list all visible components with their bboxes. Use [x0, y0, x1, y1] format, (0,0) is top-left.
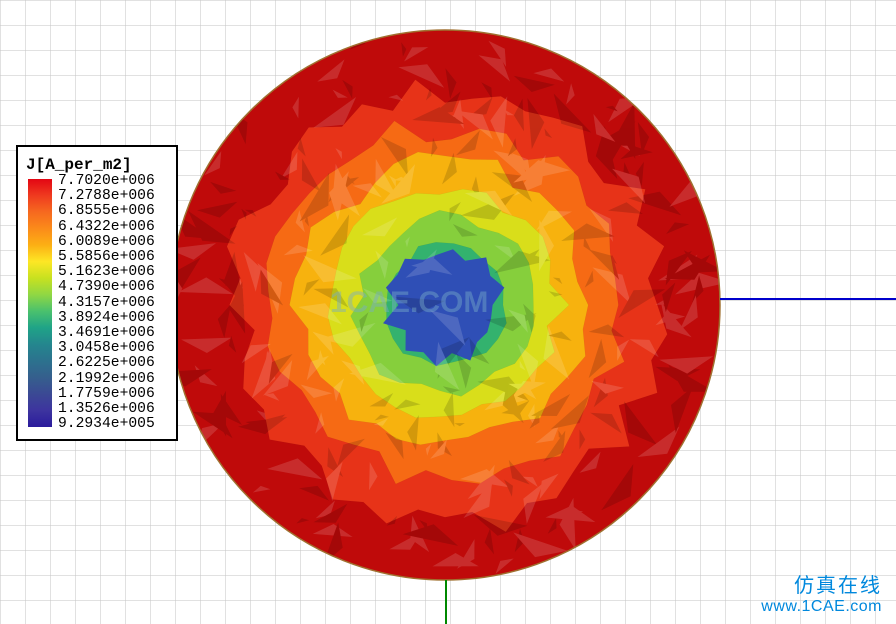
legend-tick: 6.0089e+006 [58, 235, 168, 250]
legend-tick-labels: 7.7020e+0067.2788e+0066.8555e+0066.4322e… [58, 174, 168, 432]
watermark-url: www.1CAE.com [761, 598, 882, 616]
viewport[interactable]: J[A_per_m2] 7.7020e+0067.2788e+0066.8555… [0, 0, 896, 624]
legend-tick: 3.4691e+006 [58, 326, 168, 341]
color-scale-legend: J[A_per_m2] 7.7020e+0067.2788e+0066.8555… [16, 145, 178, 441]
legend-tick: 1.3526e+006 [58, 402, 168, 417]
legend-color-bar [28, 179, 52, 427]
legend-tick: 2.6225e+006 [58, 356, 168, 371]
legend-tick: 3.0458e+006 [58, 341, 168, 356]
x-axis-indicator [720, 298, 896, 300]
legend-tick: 9.2934e+005 [58, 417, 168, 432]
legend-tick: 4.3157e+006 [58, 296, 168, 311]
legend-tick: 1.7759e+006 [58, 387, 168, 402]
legend-tick: 6.8555e+006 [58, 204, 168, 219]
legend-tick: 4.7390e+006 [58, 280, 168, 295]
legend-title: J[A_per_m2] [26, 156, 166, 174]
legend-tick: 7.2788e+006 [58, 189, 168, 204]
legend-tick: 3.8924e+006 [58, 311, 168, 326]
legend-tick: 6.4322e+006 [58, 220, 168, 235]
legend-tick: 5.5856e+006 [58, 250, 168, 265]
watermark-cn: 仿真在线 [761, 575, 882, 598]
legend-tick: 7.7020e+006 [58, 174, 168, 189]
legend-tick: 5.1623e+006 [58, 265, 168, 280]
legend-tick: 2.1992e+006 [58, 372, 168, 387]
y-axis-indicator [445, 580, 447, 624]
watermark-bottom-right: 仿真在线 www.1CAE.com [761, 575, 882, 616]
